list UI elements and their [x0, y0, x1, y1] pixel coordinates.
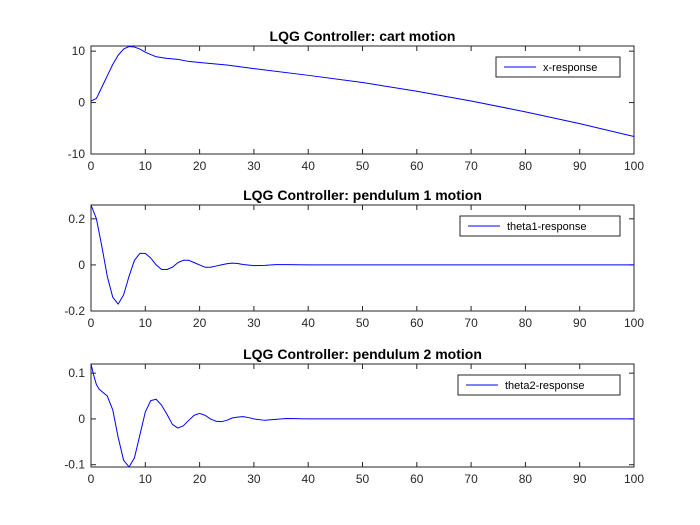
x-tick-label: 0 [88, 159, 95, 173]
series-line-theta2-response [90, 363, 634, 468]
x-tick-label: 100 [624, 316, 644, 330]
x-tick-label: 50 [356, 472, 370, 486]
subplot-1: LQG Controller: cart motion 0 10 20 30 40 50 60… [68, 28, 645, 173]
legend: x-response [495, 56, 621, 78]
x-tick-label: 100 [624, 472, 644, 486]
subplot-2: LQG Controller: pendulum 1 motion 0 10 20 30… [64, 187, 644, 330]
x-tick-label: 20 [193, 316, 207, 330]
x-tick-label: 80 [519, 159, 533, 173]
chart-title: LQG Controller: pendulum 2 motion [243, 346, 482, 362]
chart-title: LQG Controller: cart motion [270, 28, 456, 44]
x-tick-label: 30 [247, 159, 261, 173]
y-tick-label: 0 [78, 258, 85, 272]
x-tick-label: 80 [519, 316, 533, 330]
legend: theta2-response [457, 374, 621, 396]
x-tick-label: 50 [356, 316, 370, 330]
x-tick-label: 0 [88, 316, 95, 330]
legend-box [457, 374, 621, 396]
y-tick-label: -0.2 [64, 304, 85, 318]
y-tick-label: 0 [78, 96, 85, 110]
x-tick-label: 60 [410, 159, 424, 173]
legend: theta1-response [459, 215, 621, 237]
y-tick-label: -10 [68, 147, 86, 161]
x-tick-label: 90 [573, 316, 587, 330]
series-line-theta1-response [90, 204, 634, 305]
legend-box [459, 215, 621, 237]
chart-title: LQG Controller: pendulum 1 motion [243, 187, 482, 203]
y-tick-label: 0.1 [68, 366, 85, 380]
x-tick-label: 100 [624, 159, 644, 173]
legend-label: theta2-response [505, 380, 585, 392]
x-tick-label: 70 [464, 472, 478, 486]
y-tick-label: 0 [78, 412, 85, 426]
x-tick-label: 30 [247, 472, 261, 486]
x-tick-label: 80 [519, 472, 533, 486]
x-tick-label: 10 [139, 316, 153, 330]
x-tick-label: 40 [302, 472, 316, 486]
x-tick-label: 70 [464, 159, 478, 173]
legend-label: x-response [543, 62, 597, 74]
y-tick-label: -0.1 [64, 458, 85, 472]
y-tick-label: 0.2 [68, 212, 85, 226]
series-line-x-response [90, 46, 635, 137]
x-tick-label: 10 [139, 159, 153, 173]
x-tick-label: 30 [247, 316, 261, 330]
x-tick-label: 60 [410, 472, 424, 486]
x-tick-label: 90 [573, 159, 587, 173]
x-tick-label: 0 [88, 472, 95, 486]
legend-box [495, 56, 621, 78]
x-tick-label: 60 [410, 316, 424, 330]
subplots: LQG Controller: cart motion 0 10 20 30 40 50 60… [64, 28, 644, 486]
subplot-3: LQG Controller: pendulum 2 motion 0 10 20 30… [64, 346, 644, 486]
x-tick-label: 50 [356, 159, 370, 173]
x-tick-label: 20 [193, 472, 207, 486]
legend-label: theta1-response [507, 221, 587, 233]
x-tick-label: 10 [139, 472, 153, 486]
x-tick-label: 40 [302, 159, 316, 173]
y-tick-label: 10 [72, 44, 86, 58]
x-tick-label: 40 [302, 316, 316, 330]
x-tick-label: 70 [464, 316, 478, 330]
x-tick-label: 20 [193, 159, 207, 173]
x-tick-label: 90 [573, 472, 587, 486]
